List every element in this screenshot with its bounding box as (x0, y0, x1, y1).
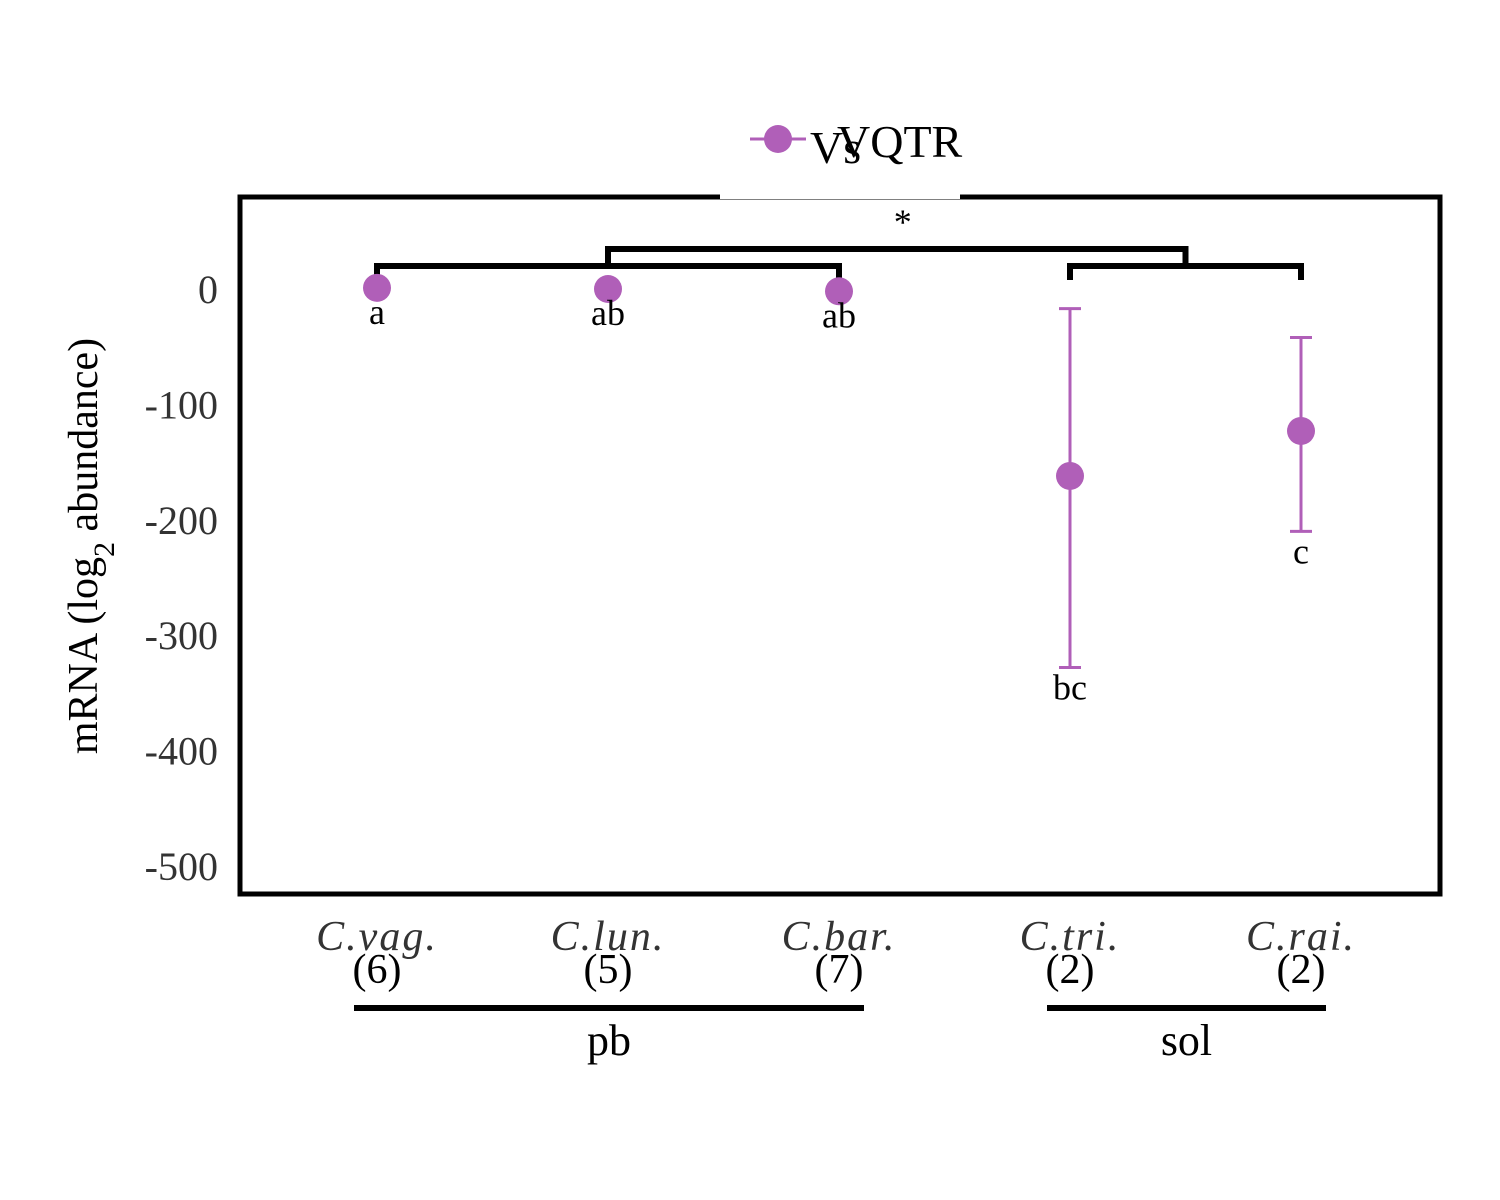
significance-star: * (894, 202, 912, 242)
y-tick-label: -200 (145, 498, 218, 543)
class-label: sol (1161, 1016, 1212, 1065)
group-count: (2) (1046, 947, 1095, 993)
data-points (363, 273, 1315, 490)
data-point (825, 277, 853, 306)
group-count: (7) (815, 947, 864, 993)
data-point (1287, 416, 1315, 445)
legend-label: VQTR (837, 116, 963, 167)
y-tick-label: 0 (198, 267, 218, 312)
data-point (594, 275, 622, 303)
significance-letters: a ab ab bc c (369, 292, 1309, 708)
bracket-top (605, 246, 1189, 266)
class-groupings: pb sol (354, 1005, 1326, 1065)
legend-marker (764, 125, 792, 153)
frame-gap (720, 188, 960, 199)
group-label: C.bar. (782, 914, 897, 960)
group-label: C.rai. (1246, 914, 1356, 960)
group-label: C.vag. (316, 914, 438, 960)
legend: Vs VQTR (750, 116, 963, 173)
group-label: C.lun. (551, 914, 666, 960)
y-ticks: 0 -100 -200 -300 -400 -500 (145, 267, 218, 889)
y-tick-label: -300 (145, 613, 218, 658)
y-tick-label: -400 (145, 729, 218, 774)
significance-letter: ab (822, 295, 856, 335)
group-count: (2) (1277, 947, 1326, 993)
significance-letter: bc (1053, 668, 1087, 708)
error-bars (1059, 307, 1312, 670)
significance-brackets: * (374, 202, 1304, 280)
y-tick-label: -100 (145, 382, 218, 427)
y-axis-label: mRNA (log2 abundance) (61, 338, 121, 754)
data-point (1056, 461, 1084, 490)
legend-label-overlap: Vs (810, 122, 861, 173)
x-axis-labels: C.vag.(6)C.lun.(5)C.bar.(7)C.tri.(2)C.ra… (316, 914, 1356, 993)
y-tick-label: -500 (145, 844, 218, 889)
significance-letter: a (369, 292, 385, 332)
group-count: (6) (353, 947, 402, 993)
significance-letter: c (1293, 531, 1309, 571)
significance-letter: ab (591, 293, 625, 333)
class-label: pb (587, 1016, 631, 1065)
bracket-sol (1067, 263, 1304, 280)
group-count: (5) (584, 947, 633, 993)
group-label: C.tri. (1020, 914, 1121, 960)
data-point (363, 273, 391, 302)
